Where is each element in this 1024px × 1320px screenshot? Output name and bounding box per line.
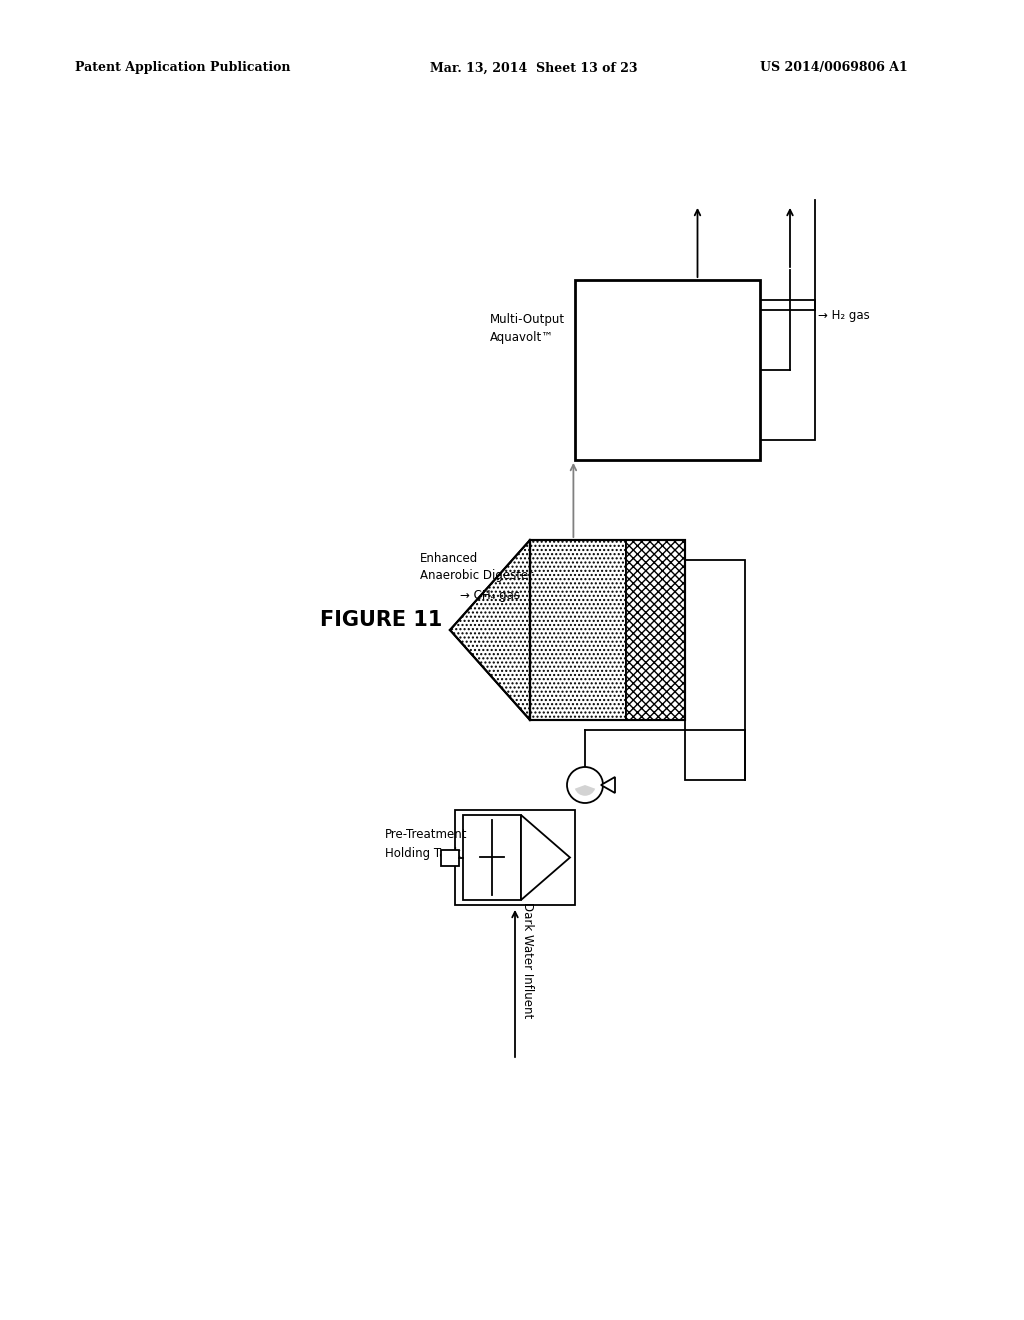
Text: FIGURE 11: FIGURE 11	[319, 610, 442, 630]
Text: → CH₄ gas: → CH₄ gas	[460, 590, 520, 602]
Bar	[626, 540, 685, 719]
Bar	[685, 560, 745, 780]
Wedge shape	[574, 785, 595, 796]
Bar	[441, 850, 459, 866]
Circle shape	[567, 767, 603, 803]
Text: Aquavolt™: Aquavolt™	[490, 331, 554, 345]
Text: Dark Water Influent: Dark Water Influent	[521, 902, 534, 1018]
Text: Enhanced: Enhanced	[420, 552, 478, 565]
Polygon shape	[521, 814, 570, 900]
Bar	[530, 540, 626, 719]
Polygon shape	[601, 777, 615, 793]
Bar	[575, 280, 760, 459]
Text: Multi-Output: Multi-Output	[490, 314, 565, 326]
Bar	[530, 540, 685, 719]
Text: Holding Tank: Holding Tank	[385, 846, 461, 859]
Text: Anaerobic Digester: Anaerobic Digester	[420, 569, 534, 582]
Text: → H₂ gas: → H₂ gas	[818, 309, 869, 322]
Bar	[455, 810, 575, 906]
Text: Mar. 13, 2014  Sheet 13 of 23: Mar. 13, 2014 Sheet 13 of 23	[430, 62, 638, 74]
Text: Pre-Treatment: Pre-Treatment	[385, 829, 468, 842]
Bar	[463, 814, 521, 900]
Bar	[760, 300, 815, 440]
Text: US 2014/0069806 A1: US 2014/0069806 A1	[760, 62, 907, 74]
Text: Patent Application Publication: Patent Application Publication	[75, 62, 291, 74]
Polygon shape	[450, 540, 530, 719]
